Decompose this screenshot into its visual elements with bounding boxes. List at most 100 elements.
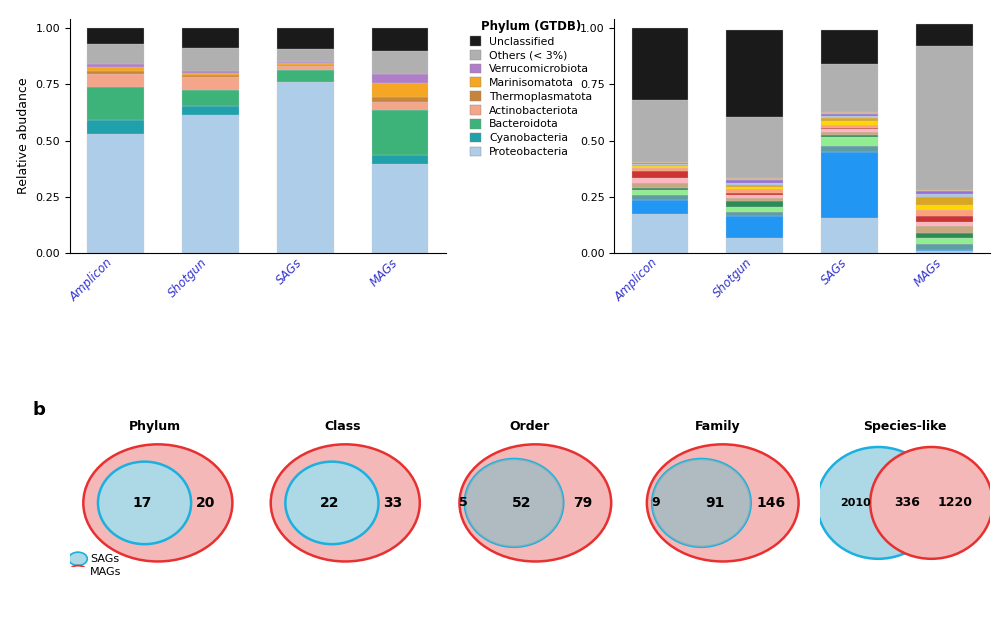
Bar — [916, 232, 973, 238]
Bar — [726, 217, 783, 238]
Ellipse shape — [465, 459, 563, 547]
Bar — [726, 201, 783, 208]
Ellipse shape — [652, 459, 751, 547]
Bar — [87, 87, 144, 120]
Bar — [821, 145, 878, 152]
Bar — [87, 67, 144, 71]
Bar — [916, 238, 973, 244]
Bar — [182, 28, 239, 48]
Bar — [87, 44, 144, 64]
Bar — [916, 244, 973, 250]
Bar — [182, 115, 239, 253]
Bar — [726, 198, 783, 201]
Text: 91: 91 — [705, 496, 724, 510]
Bar — [726, 208, 783, 212]
Bar — [821, 137, 878, 145]
Text: b: b — [33, 401, 45, 418]
Bar — [632, 166, 688, 168]
Bar — [821, 116, 878, 118]
Text: 22: 22 — [320, 496, 339, 510]
Bar — [916, 46, 973, 190]
Bar — [821, 121, 878, 125]
Bar — [182, 70, 239, 73]
Bar — [182, 90, 239, 106]
Bar — [916, 23, 973, 46]
Text: SAGs: SAGs — [90, 554, 119, 564]
Bar — [632, 178, 688, 183]
Bar — [726, 117, 783, 178]
Bar — [632, 100, 688, 161]
Bar — [632, 28, 688, 100]
Bar — [916, 222, 973, 226]
Bar — [632, 195, 688, 200]
Bar — [87, 64, 144, 67]
Bar — [372, 28, 428, 51]
Title: Class: Class — [324, 420, 361, 432]
Text: MAGs: MAGs — [90, 567, 122, 577]
Bar — [182, 106, 239, 115]
Bar — [277, 82, 334, 253]
Text: 5: 5 — [459, 497, 468, 509]
Bar — [277, 64, 334, 65]
Bar — [87, 120, 144, 134]
Bar — [632, 161, 688, 163]
Bar — [821, 218, 878, 253]
Bar — [632, 171, 688, 178]
Bar — [726, 187, 783, 189]
Bar — [632, 164, 688, 165]
Bar — [182, 73, 239, 75]
Bar — [821, 135, 878, 137]
Bar — [726, 183, 783, 185]
Bar — [632, 168, 688, 171]
Bar — [726, 185, 783, 187]
Bar — [916, 226, 973, 232]
Legend: Unclassified, Others (< 3%), Verrucomicrobiota, Marinisomatota, Thermoplasmatota: Unclassified, Others (< 3%), Verrucomicr… — [470, 20, 592, 157]
Ellipse shape — [465, 459, 563, 547]
Bar — [821, 152, 878, 218]
Text: 52: 52 — [512, 496, 532, 510]
Bar — [916, 190, 973, 191]
Text: 1220: 1220 — [938, 497, 973, 509]
Ellipse shape — [817, 447, 939, 559]
Title: Family: Family — [695, 420, 740, 432]
Ellipse shape — [69, 565, 87, 578]
Bar — [821, 30, 878, 64]
Bar — [821, 131, 878, 135]
Ellipse shape — [271, 444, 420, 561]
Text: 336: 336 — [895, 497, 920, 509]
Bar — [632, 187, 688, 190]
Bar — [372, 102, 428, 110]
Bar — [916, 191, 973, 194]
Bar — [632, 214, 688, 253]
Bar — [916, 197, 973, 204]
Bar — [632, 163, 688, 164]
Ellipse shape — [652, 459, 751, 547]
Text: 146: 146 — [756, 496, 785, 510]
Bar — [182, 75, 239, 77]
Bar — [87, 71, 144, 74]
Bar — [726, 30, 783, 117]
Bar — [916, 251, 973, 253]
Bar — [372, 97, 428, 102]
Bar — [726, 238, 783, 253]
Bar — [632, 183, 688, 187]
Text: a: a — [2, 0, 14, 4]
Bar — [821, 112, 878, 114]
Bar — [821, 118, 878, 121]
Bar — [916, 210, 973, 217]
Bar — [632, 165, 688, 166]
Bar — [87, 74, 144, 87]
Text: 79: 79 — [574, 496, 593, 510]
Ellipse shape — [69, 552, 87, 565]
Y-axis label: Relative abudance: Relative abudance — [17, 77, 30, 194]
Bar — [916, 250, 973, 251]
Text: 17: 17 — [132, 496, 152, 510]
Bar — [182, 48, 239, 70]
Bar — [277, 70, 334, 82]
Bar — [821, 130, 878, 131]
Ellipse shape — [459, 444, 611, 561]
Bar — [726, 189, 783, 192]
Bar — [277, 62, 334, 64]
Bar — [821, 125, 878, 128]
Bar — [726, 178, 783, 180]
